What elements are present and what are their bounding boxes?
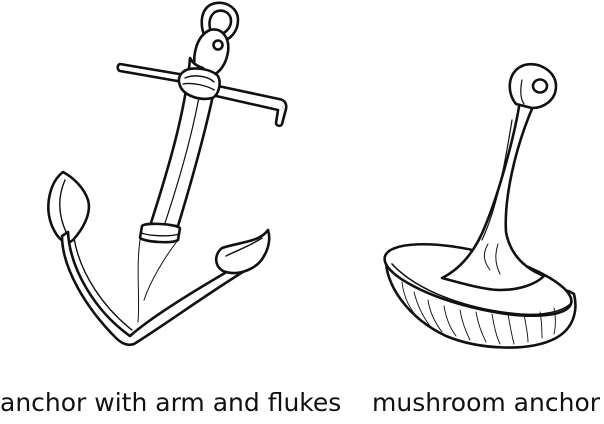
mushroom-eye [510,64,556,108]
anchor-crown-arms [62,232,246,345]
caption-mushroom-anchor: mushroom anchor [372,388,600,418]
mushroom-anchor-icon [378,64,578,347]
anchor-shank-band [140,224,180,242]
anchor-right-fluke [216,230,269,273]
caption-anchor-with-arm-and-flukes: anchor with arm and flukes [0,388,341,418]
stocked-anchor-icon [48,3,286,345]
